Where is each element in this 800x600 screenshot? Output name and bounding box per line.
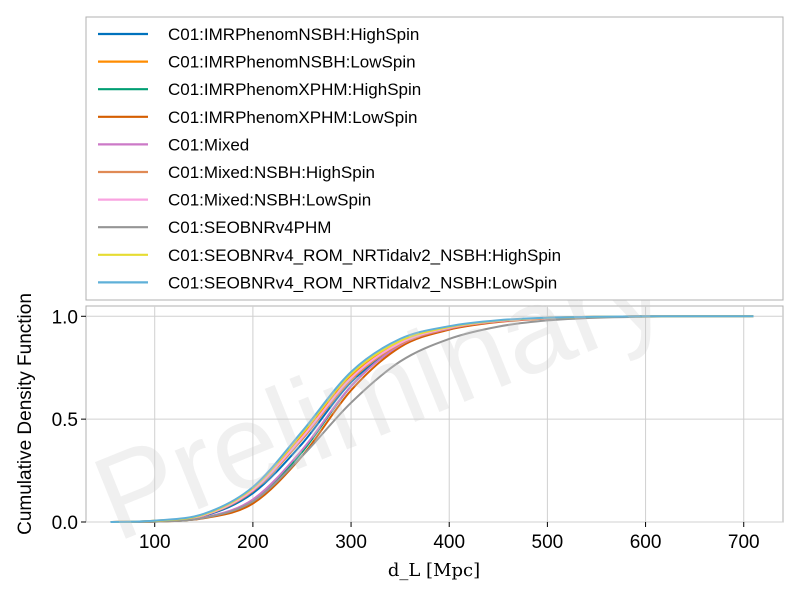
y-tick-label: 1.0 [52,307,78,328]
legend-label-6: C01:Mixed:NSBH:HighSpin [168,163,375,182]
y-tick-label: 0.5 [52,410,78,431]
x-tick-label: 400 [433,532,465,553]
axis-ticks: 100 200 300 400 500 600 700 0.0 0.5 1.0 [52,307,760,553]
legend-label-5: C01:Mixed [168,135,249,154]
x-tick-label: 500 [532,532,564,553]
legend-label-2: C01:IMRPhenomNSBH:LowSpin [168,53,416,72]
legend-label-10: C01:SEOBNRv4_ROM_NRTidalv2_NSBH:LowSpin [168,273,557,292]
legend: C01:IMRPhenomNSBH:HighSpin C01:IMRPhenomN… [98,25,561,292]
legend-label-8: C01:SEOBNRv4PHM [168,218,331,237]
x-tick-label: 200 [237,532,269,553]
legend-label-7: C01:Mixed:NSBH:LowSpin [168,191,371,210]
legend-label-3: C01:IMRPhenomXPHM:HighSpin [168,80,421,99]
x-axis-label: d_L [Mpc] [388,560,480,581]
gridlines [86,306,783,523]
x-tick-label: 300 [335,532,367,553]
axes-frame [85,305,784,523]
y-tick-label: 0.0 [52,513,78,534]
y-axis-label: Cumulative Density Function [15,293,36,535]
legend-label-9: C01:SEOBNRv4_ROM_NRTidalv2_NSBH:HighSpin [168,246,561,265]
data-series [110,315,754,524]
x-tick-label: 700 [728,532,760,553]
x-tick-label: 100 [139,532,171,553]
legend-label-4: C01:IMRPhenomXPHM:LowSpin [168,108,417,127]
legend-box [85,16,784,301]
x-tick-label: 600 [630,532,662,553]
series-line-10 [110,315,754,523]
legend-label-1: C01:IMRPhenomNSBH:HighSpin [168,25,419,44]
